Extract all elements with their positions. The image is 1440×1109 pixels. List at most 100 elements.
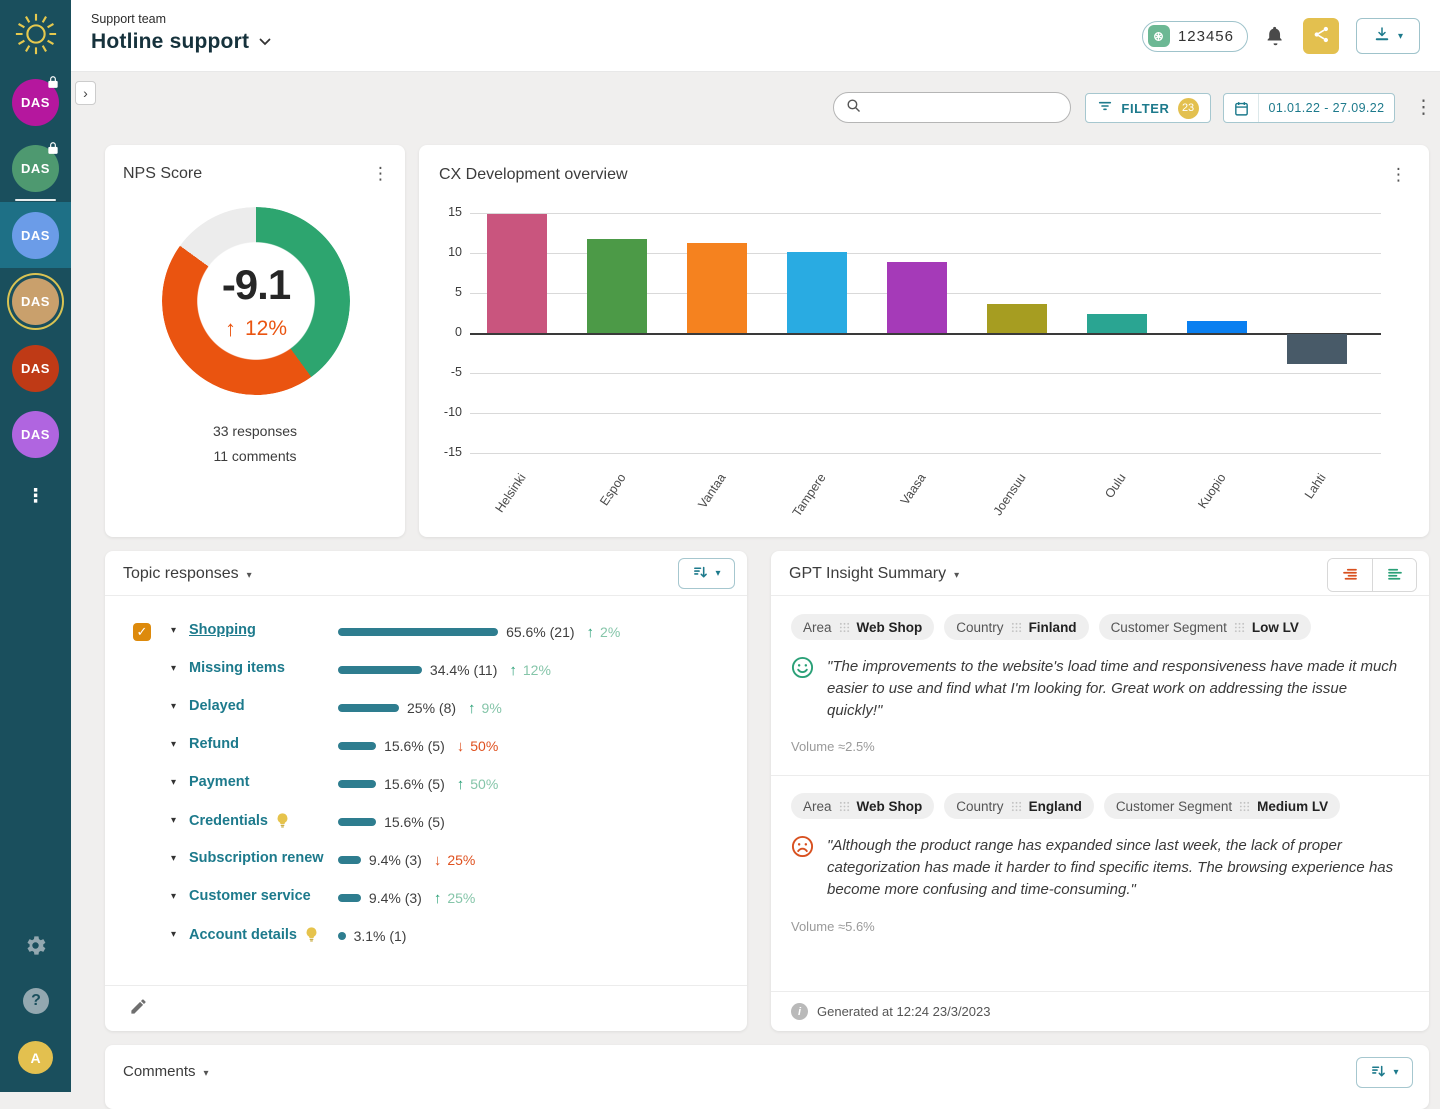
topic-row-account-details: ▾ Account details 3.1% (1)	[105, 917, 747, 955]
topic-label[interactable]: Payment	[189, 774, 250, 790]
trend-value: 9%	[481, 700, 502, 716]
topics-sort-button[interactable]: ▾	[678, 558, 735, 589]
topic-row-credentials: ▾ Credentials 15.6% (5)	[105, 803, 747, 841]
workspace-avatar-label: DAS	[21, 427, 50, 442]
topic-label[interactable]: Credentials	[189, 812, 291, 829]
gpt-title: GPT Insight Summary ▾	[789, 565, 960, 582]
x-axis-label: Vantaa	[695, 471, 729, 511]
positive-insights-toggle[interactable]	[1372, 559, 1416, 591]
gridline	[470, 373, 1381, 374]
topic-label[interactable]: Account details	[189, 926, 320, 943]
topic-expand-caret[interactable]: ▾	[171, 853, 177, 864]
gridline	[470, 453, 1381, 454]
sidebar-item-workspace-5[interactable]: DAS	[0, 335, 71, 401]
info-icon: i	[791, 1003, 808, 1020]
sidebar-item-workspace-2[interactable]: DAS	[0, 136, 71, 202]
filter-label: FILTER	[1121, 100, 1170, 116]
y-tick-label: -5	[450, 365, 462, 379]
nps-kebab-menu[interactable]: ⋮	[372, 164, 389, 183]
topics-caret-icon: ▾	[246, 570, 252, 581]
negative-insights-toggle[interactable]	[1328, 559, 1372, 591]
filter-icon	[1097, 98, 1113, 119]
topic-label[interactable]: Refund	[189, 736, 239, 752]
topic-trend: ↑ 50%	[457, 776, 499, 793]
notifications-bell-icon[interactable]	[1265, 26, 1286, 47]
x-axis-label: Vaasa	[897, 471, 929, 508]
sidebar-item-workspace-4[interactable]: DAS	[0, 269, 71, 335]
gpt-sentiment-toggle	[1327, 558, 1417, 592]
topic-label[interactable]: Customer service	[189, 888, 311, 904]
topic-expand-caret[interactable]: ▾	[171, 739, 177, 750]
sidebar-collapse-button[interactable]: ›	[75, 81, 96, 105]
grid-dots-icon	[839, 801, 850, 812]
download-icon	[1373, 25, 1391, 48]
x-axis-label: Oulu	[1102, 471, 1129, 501]
topic-label[interactable]: Shopping	[189, 622, 256, 638]
account-avatar[interactable]: A	[18, 1041, 53, 1074]
workspace-avatar: DAS	[12, 75, 59, 126]
comments-sort-button[interactable]: ▾	[1356, 1057, 1413, 1088]
gpt-caret-icon: ▾	[954, 570, 960, 581]
topic-label[interactable]: Delayed	[189, 698, 245, 714]
topic-value: 3.1% (1)	[353, 928, 407, 944]
sidebar: DAS DAS DAS DAS DAS DAS ⋮ ? A	[0, 0, 71, 1092]
topic-expand-caret[interactable]: ▾	[171, 701, 177, 712]
workspace-avatar: DAS	[12, 211, 59, 259]
grid-dots-icon	[1011, 622, 1022, 633]
topic-expand-caret[interactable]: ▾	[171, 777, 177, 788]
cx-kebab-menu[interactable]: ⋮	[1390, 165, 1407, 184]
insight-tag-area: Area Web Shop	[791, 793, 935, 820]
sidebar-item-workspace-3[interactable]: DAS	[0, 202, 71, 268]
topic-expand-caret[interactable]: ▾	[171, 663, 177, 674]
top-header: Support team Hotline support 123456 ▾	[71, 0, 1440, 72]
lock-icon	[46, 141, 60, 155]
title-chevron-down-icon[interactable]	[259, 33, 271, 51]
topic-value: 25% (8)	[407, 700, 457, 716]
date-range-button[interactable]: 01.01.22 - 27.09.22	[1223, 93, 1395, 123]
gpt-knot-icon	[1147, 25, 1170, 47]
date-range-value: 01.01.22 - 27.09.22	[1268, 101, 1385, 115]
topic-label[interactable]: Missing items	[189, 660, 285, 676]
topic-bar	[338, 818, 377, 826]
trend-up-icon: ↑	[224, 315, 236, 341]
search-box[interactable]	[833, 92, 1071, 123]
sidebar-item-workspace-6[interactable]: DAS	[0, 402, 71, 468]
topic-trend: ↓ 50%	[457, 738, 499, 755]
bar-kuopio	[1187, 321, 1247, 333]
edit-pencil-icon[interactable]	[129, 997, 148, 1021]
topic-expand-caret[interactable]: ▾	[171, 625, 177, 636]
gpt-insight-1: Area Web Shop Country Finland Customer Segme…	[771, 597, 1429, 775]
download-button[interactable]: ▾	[1356, 18, 1420, 54]
session-id-pill[interactable]: 123456	[1141, 20, 1248, 52]
topic-expand-caret[interactable]: ▾	[171, 891, 177, 902]
sidebar-more-button[interactable]: ⋮	[26, 486, 45, 507]
topic-expand-caret[interactable]: ▾	[171, 815, 177, 826]
topic-bar	[338, 628, 499, 636]
help-icon[interactable]: ?	[23, 988, 49, 1014]
search-input[interactable]	[869, 93, 1070, 122]
topic-label[interactable]: Subscription renew	[189, 850, 324, 866]
share-button[interactable]	[1303, 18, 1339, 54]
workspace-avatar-label: DAS	[21, 360, 50, 376]
topic-bar	[338, 704, 399, 712]
topic-row-delayed: ▾ Delayed 25% (8) ↑ 9%	[105, 689, 747, 727]
insight-volume: Volume ≈2.5%	[791, 739, 875, 755]
topic-value: 65.6% (21)	[506, 624, 575, 640]
positive-smiley-icon	[791, 656, 814, 721]
gpt-insight-card: GPT Insight Summary ▾ Area Web Shop Country…	[771, 551, 1429, 1031]
nps-comments-count: 11 comments	[213, 448, 297, 464]
toolbar-kebab-menu[interactable]: ⋮	[1414, 97, 1433, 118]
trend-down-icon: ↓	[433, 851, 442, 869]
topic-checkbox[interactable]: ✓	[133, 623, 151, 641]
trend-up-icon: ↑	[433, 889, 442, 907]
insight-tag-customer-segment: Customer Segment Low LV	[1098, 614, 1311, 640]
sort-caret-icon: ▾	[1393, 1067, 1399, 1078]
sidebar-item-workspace-1[interactable]: DAS	[0, 69, 71, 135]
chart-plot: 15 10 5 0 -5 -10 -15 Helsinki Espoo Vantaa Tampere…	[444, 205, 1381, 519]
y-tick-label: -15	[443, 445, 462, 459]
insight-tag-customer-segment: Customer Segment Medium LV	[1103, 793, 1341, 820]
app-logo-sun-icon[interactable]	[13, 11, 59, 57]
settings-gear-icon[interactable]	[23, 933, 48, 963]
topic-expand-caret[interactable]: ▾	[171, 929, 177, 940]
filter-button[interactable]: FILTER 23	[1085, 93, 1211, 123]
